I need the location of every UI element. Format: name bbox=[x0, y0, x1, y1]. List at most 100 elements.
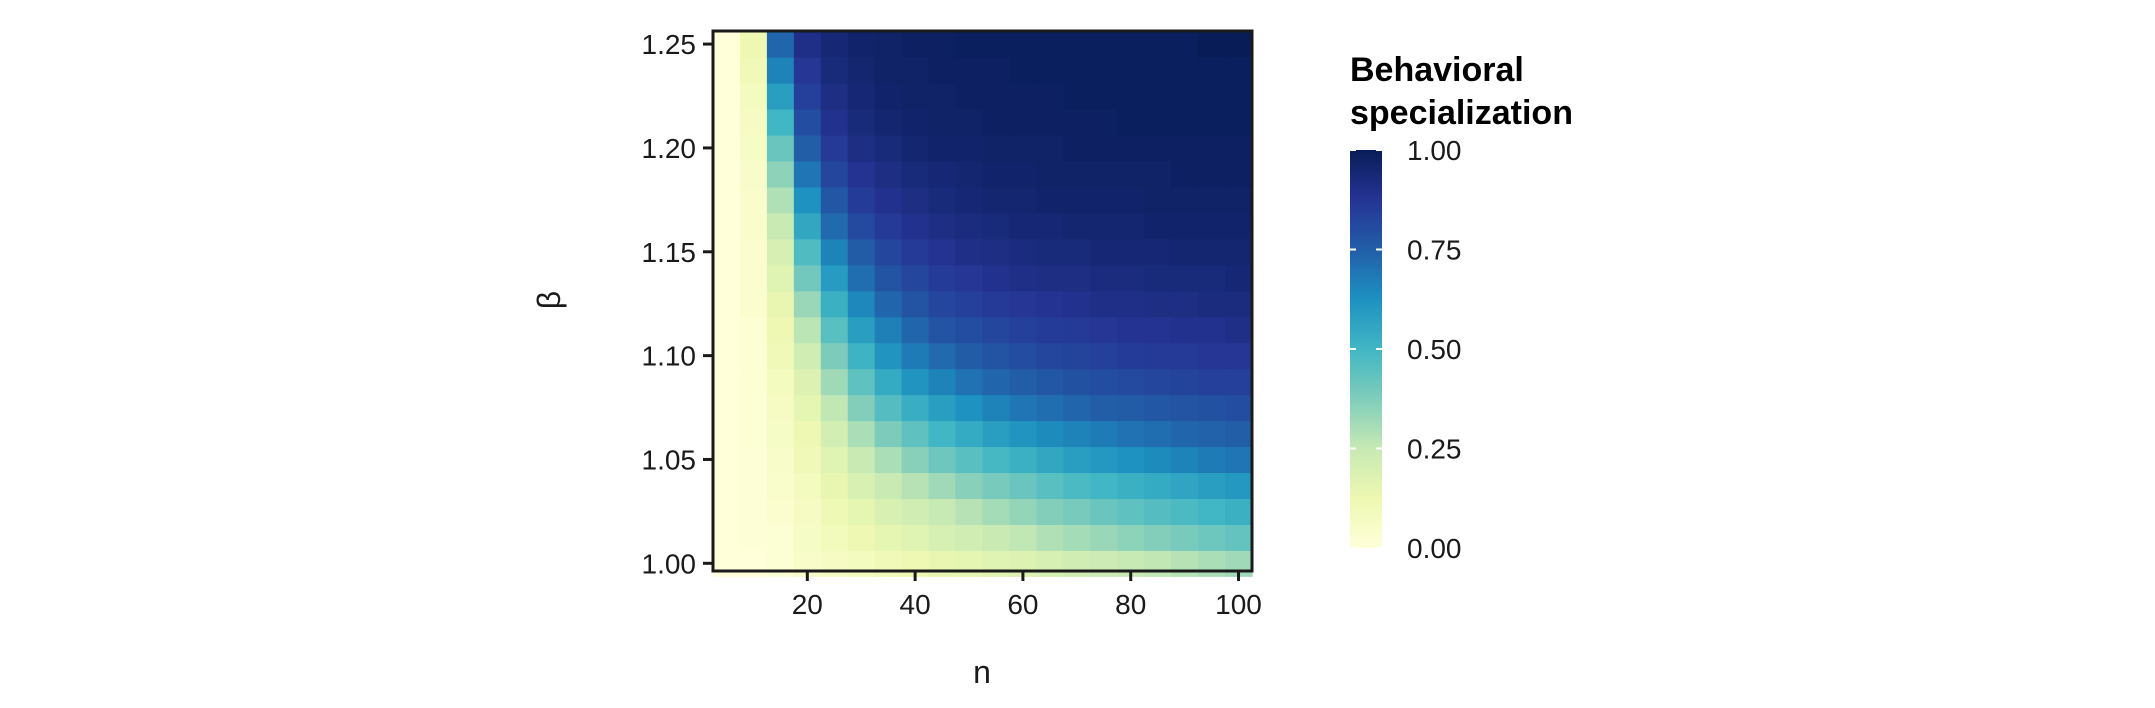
heatmap-cell bbox=[1225, 472, 1253, 500]
heatmap-cell bbox=[713, 238, 741, 266]
heatmap-cell bbox=[1225, 498, 1253, 525]
heatmap-cell bbox=[982, 238, 1011, 266]
heatmap-cell bbox=[713, 420, 741, 448]
heatmap-cell bbox=[847, 472, 876, 500]
heatmap-cell bbox=[1090, 446, 1118, 474]
heatmap-cell bbox=[1063, 368, 1091, 396]
heatmap-cell bbox=[1144, 420, 1172, 448]
heatmap-cell bbox=[1090, 498, 1118, 525]
heatmap-cell bbox=[901, 83, 930, 110]
heatmap-cell bbox=[1144, 446, 1172, 474]
heatmap-cell bbox=[847, 368, 876, 396]
heatmap-cell bbox=[739, 57, 768, 84]
heatmap-cell bbox=[713, 57, 741, 84]
heatmap-cell bbox=[901, 186, 930, 214]
heatmap-cell bbox=[739, 160, 768, 188]
heatmap-cell bbox=[1009, 524, 1037, 551]
heatmap-cell bbox=[820, 472, 849, 500]
heatmap-cell bbox=[766, 212, 795, 240]
heatmap-cell bbox=[820, 160, 849, 188]
heatmap-cell bbox=[1009, 290, 1037, 318]
heatmap-cell bbox=[793, 238, 822, 266]
heatmap-cell bbox=[713, 342, 741, 370]
heatmap-cell bbox=[1225, 238, 1253, 266]
heatmap-cell bbox=[1117, 57, 1145, 84]
heatmap-cell bbox=[982, 186, 1011, 214]
heatmap-cell bbox=[766, 316, 795, 344]
heatmap-cell bbox=[1009, 316, 1037, 344]
heatmap-cell bbox=[820, 290, 849, 318]
heatmap-cell bbox=[1009, 498, 1037, 525]
heatmap-cell bbox=[1171, 550, 1199, 577]
heatmap-cell bbox=[1009, 368, 1037, 396]
heatmap-cell bbox=[1117, 108, 1145, 136]
heatmap-cell bbox=[1063, 394, 1091, 422]
heatmap-cell bbox=[928, 342, 957, 370]
heatmap-cell bbox=[1198, 238, 1226, 266]
heatmap-cell bbox=[982, 550, 1011, 577]
heatmap-cell bbox=[901, 108, 930, 136]
heatmap-cell bbox=[982, 57, 1011, 84]
heatmap-cell bbox=[847, 108, 876, 136]
heatmap-cell bbox=[1225, 212, 1253, 240]
heatmap-cell bbox=[713, 31, 741, 58]
heatmap-cell bbox=[982, 446, 1011, 474]
heatmap-cell bbox=[874, 524, 903, 551]
heatmap-cell bbox=[928, 31, 957, 58]
heatmap-cell bbox=[1036, 290, 1064, 318]
heatmap-cell bbox=[766, 238, 795, 266]
heatmap-cell bbox=[739, 186, 768, 214]
heatmap-cell bbox=[1036, 498, 1064, 525]
heatmap-cell bbox=[874, 186, 903, 214]
heatmap-cell bbox=[739, 498, 768, 525]
heatmap-cell bbox=[1144, 57, 1172, 84]
heatmap-cell bbox=[1171, 238, 1199, 266]
heatmap-cell bbox=[766, 83, 795, 110]
heatmap-cell bbox=[1063, 472, 1091, 500]
heatmap-cell bbox=[928, 108, 957, 136]
heatmap-cell bbox=[847, 134, 876, 162]
heatmap-cell bbox=[793, 368, 822, 396]
heatmap-cell bbox=[793, 446, 822, 474]
heatmap-cell bbox=[1198, 57, 1226, 84]
heatmap-cell bbox=[874, 212, 903, 240]
heatmap-cell bbox=[739, 550, 768, 577]
heatmap-cell bbox=[982, 108, 1011, 136]
heatmap-cell bbox=[1090, 134, 1118, 162]
heatmap-cell bbox=[928, 290, 957, 318]
heatmap-cell bbox=[982, 524, 1011, 551]
heatmap-cell bbox=[1225, 31, 1253, 58]
heatmap-cell bbox=[874, 108, 903, 136]
heatmap-cell bbox=[1198, 394, 1226, 422]
heatmap-cell bbox=[1117, 524, 1145, 551]
heatmap-cell bbox=[1144, 550, 1172, 577]
heatmap-cell bbox=[713, 264, 741, 292]
heatmap-cell bbox=[874, 83, 903, 110]
heatmap-cell bbox=[1090, 108, 1118, 136]
heatmap-cell bbox=[1198, 160, 1226, 188]
heatmap-cell bbox=[1225, 394, 1253, 422]
heatmap-cell bbox=[982, 498, 1011, 525]
heatmap-cell bbox=[1090, 264, 1118, 292]
heatmap-cell bbox=[1090, 420, 1118, 448]
heatmap-cell bbox=[982, 394, 1011, 422]
heatmap-cell bbox=[820, 186, 849, 214]
heatmap-cell bbox=[793, 394, 822, 422]
heatmap-cell bbox=[928, 160, 957, 188]
heatmap-cell bbox=[1198, 420, 1226, 448]
heatmap-cell bbox=[766, 57, 795, 84]
heatmap-cell bbox=[1117, 368, 1145, 396]
heatmap-cell bbox=[1090, 212, 1118, 240]
heatmap-cell bbox=[1036, 238, 1064, 266]
heatmap-cell bbox=[1171, 186, 1199, 214]
heatmap-cell bbox=[739, 108, 768, 136]
heatmap-cell bbox=[1090, 290, 1118, 318]
heatmap-cell bbox=[901, 160, 930, 188]
heatmap-cell bbox=[1225, 160, 1253, 188]
heatmap-cell bbox=[793, 57, 822, 84]
heatmap-cell bbox=[1144, 212, 1172, 240]
heatmap-cell bbox=[1036, 212, 1064, 240]
heatmap-cell bbox=[1171, 290, 1199, 318]
heatmap-cell bbox=[1063, 316, 1091, 344]
heatmap-cell bbox=[820, 498, 849, 525]
